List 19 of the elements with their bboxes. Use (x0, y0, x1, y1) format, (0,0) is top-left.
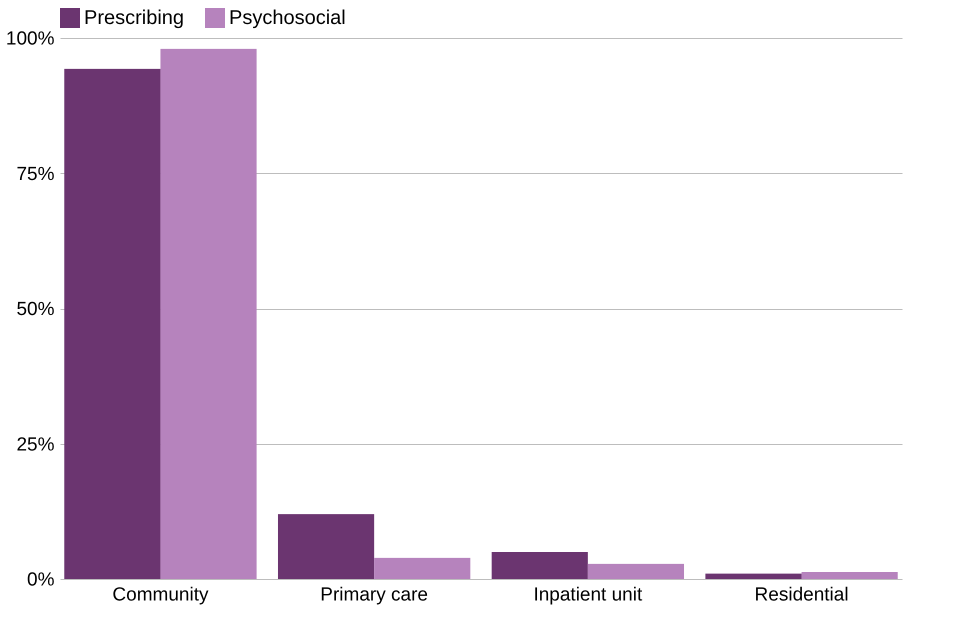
bar (160, 48, 257, 579)
y-tick-label: 0% (27, 570, 55, 590)
y-tick-label: 25% (16, 434, 55, 456)
bar (705, 574, 802, 579)
legend-label: Psychosocial (229, 7, 346, 29)
legend-label: Prescribing (84, 7, 184, 29)
x-tick-label: Community (112, 584, 209, 606)
bar (492, 552, 588, 579)
x-tick-label: Inpatient unit (533, 584, 643, 606)
y-tick-label: 75% (16, 164, 55, 185)
y-tick-label: 50% (16, 299, 55, 320)
bar (802, 572, 898, 579)
bar (588, 564, 684, 579)
bar (374, 558, 470, 579)
x-tick-label: Primary care (320, 584, 428, 606)
y-tick-label: 100% (6, 28, 55, 50)
bar (64, 68, 160, 579)
bar (278, 514, 374, 579)
x-tick-label: Residential (754, 584, 849, 606)
